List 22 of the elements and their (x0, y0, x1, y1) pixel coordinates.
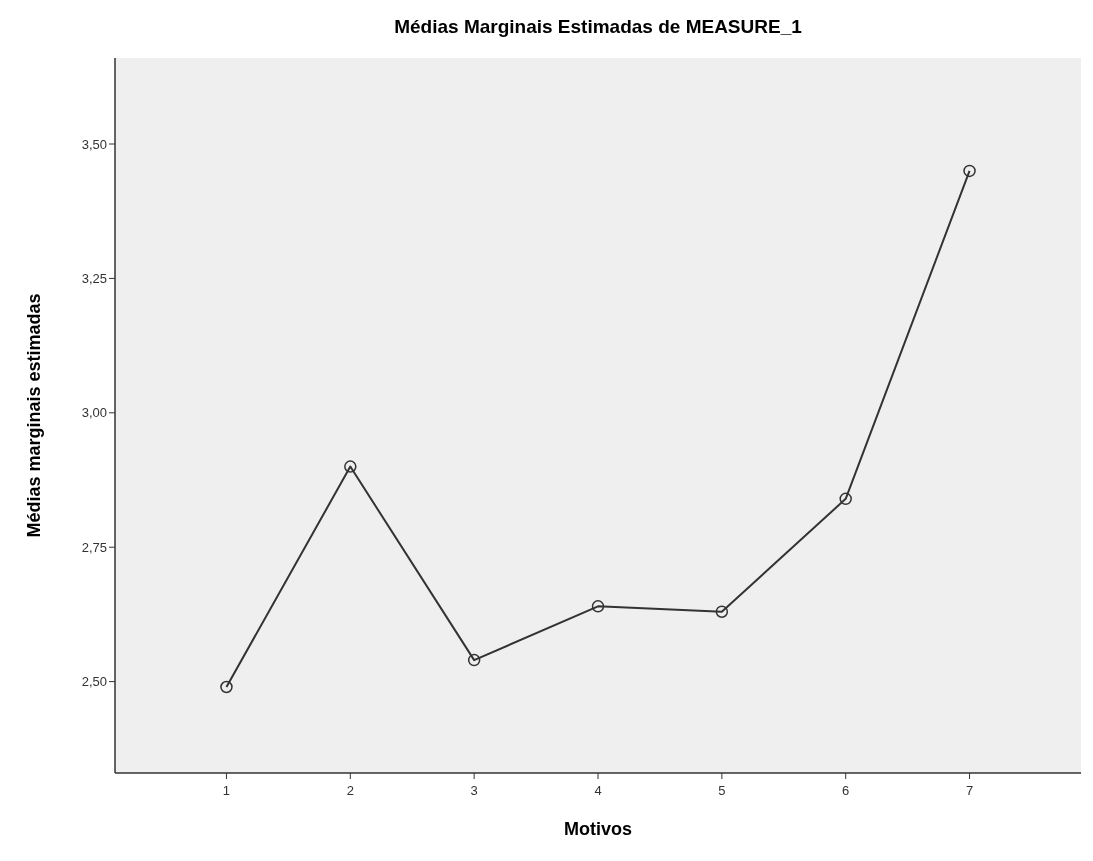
y-tick-label: 2,50 (81, 674, 107, 690)
y-axis-title: Médias marginais estimadas (24, 293, 44, 538)
point (963, 164, 976, 178)
point (839, 492, 852, 506)
point (591, 600, 605, 613)
chart-title: Médias Marginais Estimadas de MEASURE_1 (394, 16, 803, 37)
x-tick-label: 4 (594, 783, 602, 798)
y-tick-label: 2,75 (81, 539, 107, 555)
point (467, 653, 481, 667)
x-tick-label: 7 (965, 783, 974, 798)
x-tick-label: 1 (222, 783, 231, 798)
point (715, 605, 729, 618)
x-tick-label: 2 (346, 783, 354, 798)
x-axis-title: Motivos (563, 819, 633, 839)
y-tick-label: 3,25 (81, 270, 107, 286)
point (220, 680, 233, 694)
y-tick-label: 3,50 (81, 136, 107, 152)
x-tick-label: 3 (470, 783, 478, 798)
y-tick-label: 3,00 (81, 405, 107, 421)
x-tick-label: 6 (842, 783, 850, 798)
point (344, 460, 357, 473)
x-tick-label: 5 (718, 783, 726, 798)
